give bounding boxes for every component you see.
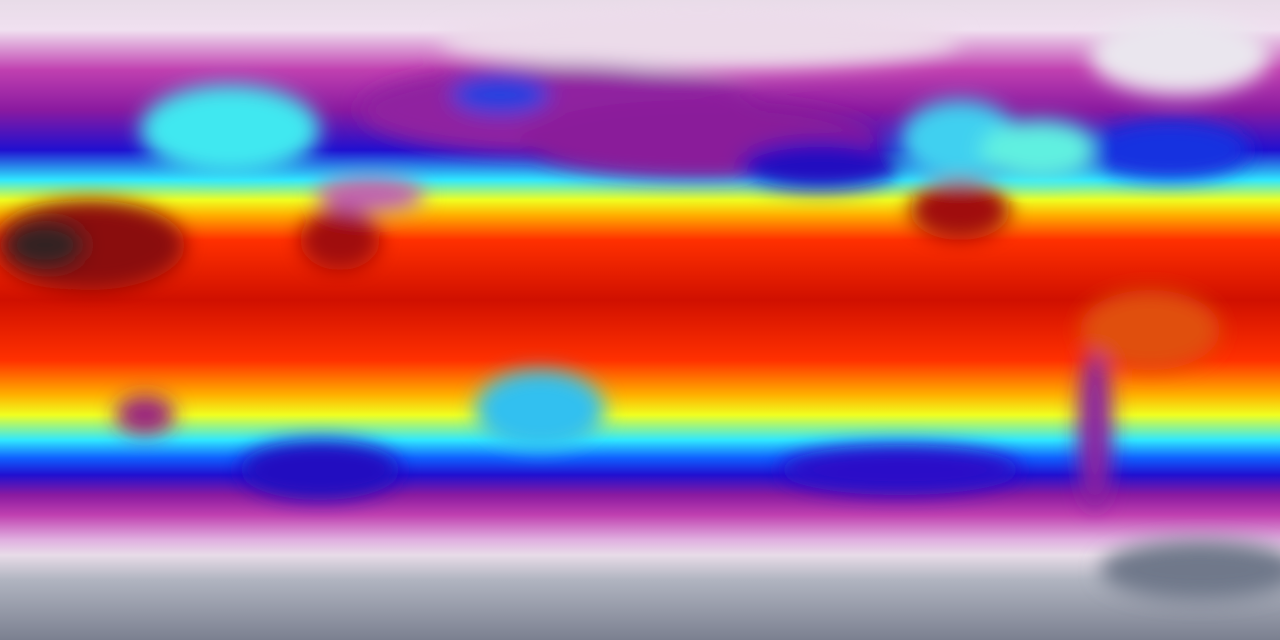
north-atlantic <box>1090 120 1250 180</box>
sahara-hot-core <box>5 220 85 270</box>
climate-features <box>0 10 1280 600</box>
southern-ocean-blue <box>240 440 400 500</box>
arctic-ocean <box>440 10 960 70</box>
sw-united-states <box>910 180 1010 240</box>
south-africa <box>115 395 175 435</box>
antarctica-east <box>1100 540 1280 600</box>
south-pacific-blue <box>780 445 1020 495</box>
greenland-ice <box>1090 15 1270 95</box>
europe <box>140 85 320 175</box>
siberia-cold-spot <box>450 75 550 115</box>
amazon <box>1080 290 1220 370</box>
australia <box>475 370 605 450</box>
andes <box>1077 350 1113 510</box>
north-pacific-blue <box>740 140 900 190</box>
north-america-east <box>980 120 1100 180</box>
arabia <box>300 210 380 270</box>
tibetan-plateau <box>315 177 425 213</box>
